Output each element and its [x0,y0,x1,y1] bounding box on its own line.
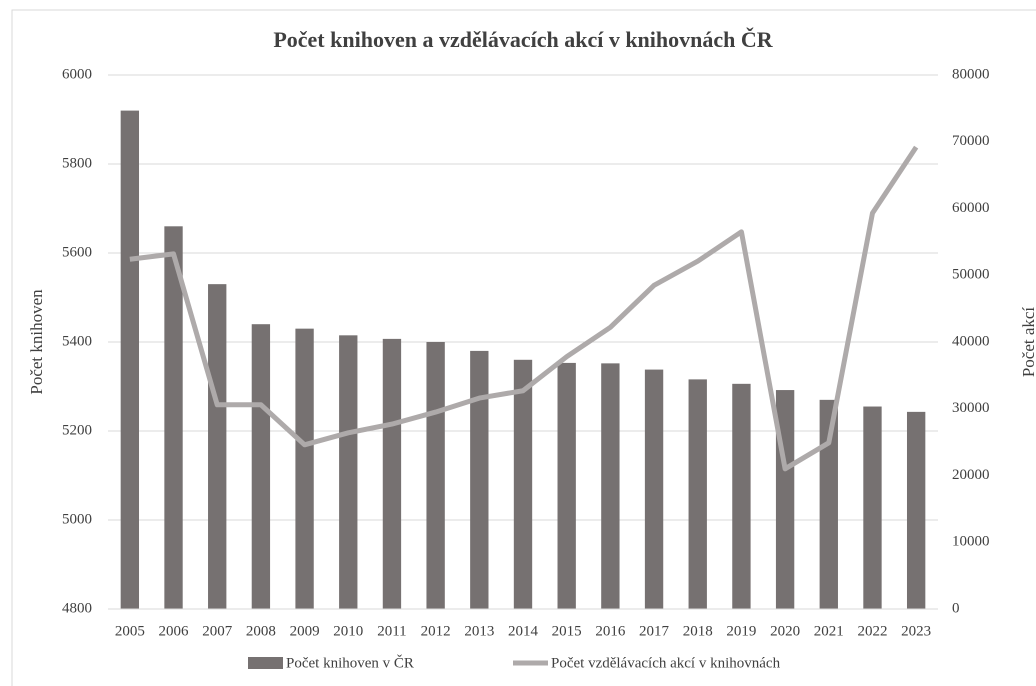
y2-tick-label: 30000 [952,400,990,416]
y-tick-label: 6000 [62,66,92,82]
bar [164,226,183,610]
line [129,145,919,472]
bar [470,350,489,609]
legend-label: Počet knihoven v ČR [286,654,414,671]
y-tick-label: 5400 [62,333,92,349]
x-tick-label: 2021 [814,623,844,639]
bar [732,383,751,609]
y2-tick-label: 20000 [952,467,990,483]
bar [339,335,358,609]
bar [251,324,271,609]
y-axis-title: Počet knihoven [27,289,46,395]
x-tick-label: 2006 [159,623,190,639]
bar [208,284,227,609]
bar [295,328,314,609]
bar [426,342,445,609]
chart-title: Počet knihoven a vzdělávacích akcí v kni… [273,27,773,52]
x-tick-label: 2018 [683,623,713,639]
y2-tick-label: 40000 [952,333,990,349]
y-tick-label: 5200 [62,422,92,438]
x-tick-label: 2007 [202,623,233,639]
y2-tick-label: 50000 [952,267,990,283]
legend-swatch [248,657,283,669]
y-tick-label: 5000 [62,511,92,527]
bar [557,362,576,609]
y2-tick-label: 80000 [952,66,990,82]
y-tick-label: 4800 [62,600,92,616]
x-tick-label: 2020 [770,623,800,639]
x-tick-label: 2010 [333,623,363,639]
legend-label: Počet vzdělávacích akcí v knihovnách [551,655,781,671]
x-tick-label: 2023 [901,623,931,639]
x-tick-label: 2016 [595,623,626,639]
bar [120,110,140,609]
y2-tick-label: 10000 [952,534,990,550]
x-tick-label: 2015 [552,623,582,639]
bar [644,369,664,609]
bar [688,379,707,609]
chart-border [11,9,1036,686]
y2-axis-title: Počet akcí [1019,307,1036,378]
bar [382,338,402,609]
y2-tick-label: 0 [952,600,960,616]
x-tick-label: 2019 [726,623,756,639]
x-tick-label: 2011 [377,623,406,639]
x-tick-label: 2022 [857,623,887,639]
y2-tick-label: 60000 [952,200,990,216]
bar [906,411,926,609]
y-tick-label: 5800 [62,155,92,171]
x-tick-label: 2014 [508,623,539,639]
x-tick-label: 2013 [464,623,494,639]
y-tick-label: 5600 [62,244,92,260]
bar [819,399,838,609]
x-tick-label: 2017 [639,623,670,639]
x-tick-label: 2012 [421,623,451,639]
bar [601,363,620,609]
y2-tick-label: 70000 [952,133,990,149]
x-tick-label: 2005 [115,623,145,639]
bar [863,406,882,609]
x-tick-label: 2009 [290,623,320,639]
x-tick-label: 2008 [246,623,276,639]
bar [513,359,533,609]
